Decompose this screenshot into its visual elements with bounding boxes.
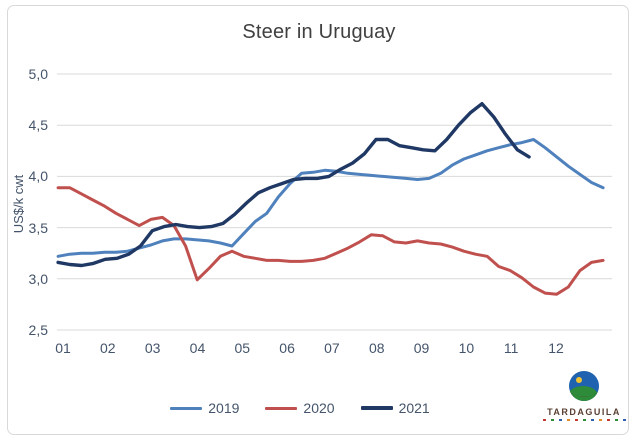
logo-mark bbox=[606, 419, 610, 421]
legend-item-2020: 2020 bbox=[265, 400, 335, 416]
y-tick-label: 4,0 bbox=[28, 168, 48, 185]
logo-mark bbox=[622, 419, 626, 421]
x-tick-label: 09 bbox=[413, 340, 430, 356]
logo-mark bbox=[590, 419, 594, 421]
sun-icon bbox=[576, 377, 582, 383]
x-tick-label: 12 bbox=[548, 340, 564, 356]
x-tick-label: 03 bbox=[144, 340, 161, 356]
x-tick-label: 08 bbox=[368, 340, 385, 356]
logo-subtext-marks bbox=[538, 419, 630, 422]
chart-border bbox=[7, 5, 629, 435]
legend-swatch-2021 bbox=[360, 406, 393, 410]
logo-mark bbox=[574, 419, 578, 421]
x-tick-label: 06 bbox=[279, 340, 295, 356]
x-tick-label: 07 bbox=[324, 340, 340, 356]
chart-title: Steer in Uruguay bbox=[242, 21, 396, 43]
tardaguila-logo: TARDAGUILA bbox=[538, 370, 630, 422]
logo-mark bbox=[614, 419, 618, 421]
legend-label: 2019 bbox=[208, 400, 240, 416]
series-line-2019 bbox=[56, 138, 605, 258]
legend-label: 2020 bbox=[303, 400, 335, 416]
x-tick-label: 01 bbox=[55, 340, 71, 356]
logo-mark bbox=[558, 419, 562, 421]
x-tick-label: 02 bbox=[100, 340, 116, 356]
legend-label: 2021 bbox=[398, 400, 430, 416]
legend-swatch-2020 bbox=[265, 406, 298, 410]
logo-mark bbox=[566, 419, 570, 421]
y-tick-label: 5,0 bbox=[28, 66, 48, 82]
logo-mark bbox=[582, 419, 586, 421]
logo-mark bbox=[598, 419, 602, 421]
chart-legend: 2019 2020 2021 bbox=[0, 399, 600, 417]
x-tick-label: 04 bbox=[189, 340, 206, 356]
globe-hill bbox=[569, 386, 598, 401]
legend-item-2021: 2021 bbox=[360, 400, 430, 416]
logo-mark bbox=[550, 419, 554, 421]
y-tick-label: 2,5 bbox=[28, 322, 48, 338]
x-tick-label: 10 bbox=[458, 340, 475, 356]
series-line-2020 bbox=[56, 186, 605, 296]
logo-text: TARDAGUILA bbox=[547, 407, 621, 417]
globe-icon bbox=[569, 371, 599, 401]
y-tick-label: 4,5 bbox=[28, 117, 48, 134]
logo-mark bbox=[542, 419, 546, 421]
series-line-2021 bbox=[56, 101, 531, 268]
legend-swatch-2019 bbox=[170, 406, 203, 410]
x-tick-label: 11 bbox=[503, 340, 519, 356]
y-tick-label: 3,5 bbox=[28, 219, 48, 236]
y-tick-label: 3,0 bbox=[28, 270, 48, 287]
legend-item-2019: 2019 bbox=[170, 400, 239, 416]
x-tick-label: 05 bbox=[234, 340, 251, 356]
